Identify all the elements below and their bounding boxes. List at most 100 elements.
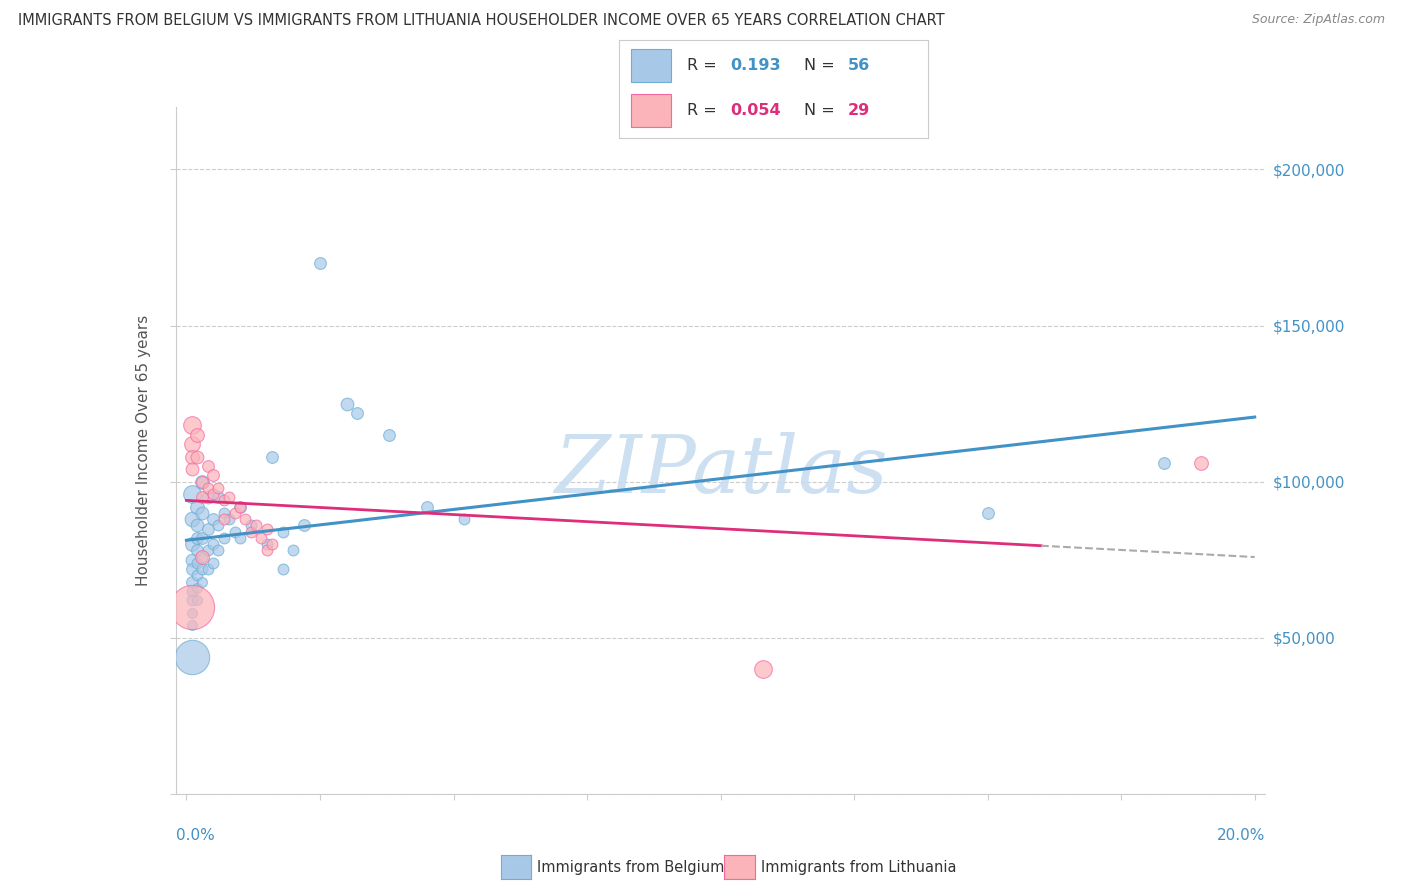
- Point: [239, 524, 262, 539]
- Point: [191, 549, 214, 564]
- Point: [180, 618, 202, 632]
- Point: [191, 475, 214, 489]
- Text: Source: ZipAtlas.com: Source: ZipAtlas.com: [1251, 13, 1385, 27]
- Point: [180, 462, 202, 476]
- Point: [346, 406, 368, 420]
- Point: [260, 537, 283, 551]
- Point: [229, 531, 252, 545]
- Point: [202, 537, 225, 551]
- Point: [218, 490, 240, 504]
- Text: R =: R =: [686, 103, 721, 119]
- Point: [207, 518, 229, 533]
- Point: [1153, 456, 1175, 470]
- Point: [180, 649, 202, 664]
- Text: 20.0%: 20.0%: [1218, 828, 1265, 843]
- Point: [197, 490, 219, 504]
- Point: [207, 490, 229, 504]
- Bar: [631, 49, 671, 82]
- Point: [202, 468, 225, 483]
- Text: 0.193: 0.193: [730, 58, 780, 73]
- Point: [180, 606, 202, 620]
- Point: [180, 593, 202, 607]
- Point: [180, 599, 202, 614]
- Point: [245, 518, 267, 533]
- Point: [180, 512, 202, 526]
- Point: [186, 450, 208, 464]
- Point: [292, 518, 315, 533]
- Text: IMMIGRANTS FROM BELGIUM VS IMMIGRANTS FROM LITHUANIA HOUSEHOLDER INCOME OVER 65 : IMMIGRANTS FROM BELGIUM VS IMMIGRANTS FR…: [18, 13, 945, 29]
- Point: [180, 450, 202, 464]
- Point: [191, 562, 214, 576]
- Point: [1189, 456, 1212, 470]
- Point: [180, 552, 202, 567]
- Point: [197, 543, 219, 558]
- Point: [197, 481, 219, 495]
- Text: N =: N =: [804, 58, 841, 73]
- Y-axis label: Householder Income Over 65 years: Householder Income Over 65 years: [136, 315, 152, 586]
- Text: 29: 29: [848, 103, 870, 119]
- Point: [212, 506, 235, 520]
- Text: 0.054: 0.054: [730, 103, 780, 119]
- Point: [229, 500, 252, 514]
- Point: [180, 562, 202, 576]
- Point: [250, 531, 273, 545]
- Point: [186, 427, 208, 442]
- Point: [256, 521, 278, 535]
- Point: [256, 543, 278, 558]
- Point: [180, 418, 202, 433]
- Point: [218, 512, 240, 526]
- Text: 56: 56: [848, 58, 870, 73]
- Point: [191, 549, 214, 564]
- Point: [256, 537, 278, 551]
- Point: [186, 568, 208, 582]
- Point: [191, 506, 214, 520]
- Point: [186, 593, 208, 607]
- Point: [260, 450, 283, 464]
- Text: R =: R =: [686, 58, 721, 73]
- Point: [336, 396, 359, 410]
- Point: [224, 524, 246, 539]
- Point: [180, 583, 202, 598]
- Point: [224, 506, 246, 520]
- Point: [186, 543, 208, 558]
- Point: [309, 256, 332, 270]
- Point: [378, 427, 401, 442]
- Point: [271, 562, 294, 576]
- Point: [186, 556, 208, 570]
- Point: [186, 518, 208, 533]
- Point: [202, 512, 225, 526]
- Text: 0.0%: 0.0%: [176, 828, 215, 843]
- Text: ZIPatlas: ZIPatlas: [554, 433, 887, 510]
- Point: [976, 506, 998, 520]
- Point: [186, 500, 208, 514]
- Point: [197, 562, 219, 576]
- Point: [202, 487, 225, 501]
- Point: [180, 574, 202, 589]
- Point: [180, 437, 202, 451]
- Point: [191, 531, 214, 545]
- Point: [283, 543, 305, 558]
- Point: [271, 524, 294, 539]
- Point: [212, 531, 235, 545]
- Point: [191, 574, 214, 589]
- Text: Immigrants from Belgium: Immigrants from Belgium: [537, 860, 724, 874]
- Point: [212, 512, 235, 526]
- Point: [416, 500, 439, 514]
- Text: Immigrants from Lithuania: Immigrants from Lithuania: [761, 860, 956, 874]
- Point: [180, 487, 202, 501]
- Point: [453, 512, 475, 526]
- Point: [207, 481, 229, 495]
- Text: N =: N =: [804, 103, 841, 119]
- Point: [202, 556, 225, 570]
- Point: [191, 475, 214, 489]
- Point: [197, 458, 219, 473]
- Point: [212, 493, 235, 508]
- Point: [186, 581, 208, 595]
- Bar: [631, 95, 671, 128]
- Point: [191, 490, 214, 504]
- Point: [239, 518, 262, 533]
- Point: [186, 531, 208, 545]
- Point: [233, 512, 256, 526]
- Point: [752, 662, 775, 676]
- Point: [229, 500, 252, 514]
